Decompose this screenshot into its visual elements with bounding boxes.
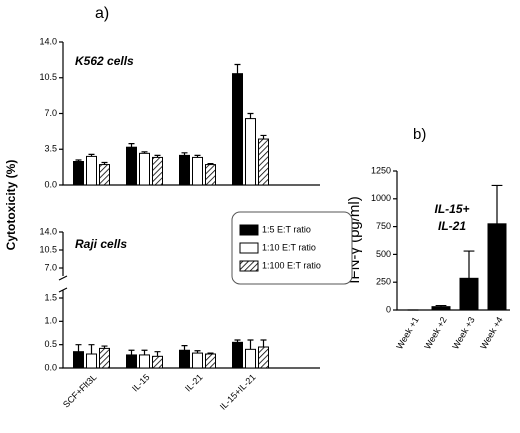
legend-swatch: [239, 242, 259, 254]
bar: [73, 351, 84, 369]
bar: [245, 348, 256, 369]
bar: [459, 277, 479, 311]
error-bar: [88, 344, 95, 354]
error-bar: [491, 184, 503, 224]
bar: [99, 347, 110, 369]
y-tick-label: 3.5: [44, 144, 57, 154]
error-bar: [154, 351, 161, 357]
y-tick-label: 1.5: [44, 292, 57, 302]
bar: [99, 164, 110, 186]
y-tick-label: 10.5: [39, 244, 57, 254]
bar: [192, 156, 203, 186]
x-tick-label: SCF+Flt3L: [61, 372, 99, 410]
y-tick-label: 0.5: [44, 339, 57, 349]
x-tick-label: Week +2: [422, 315, 448, 351]
axis: [58, 232, 68, 298]
bar: [487, 223, 507, 311]
error-bar: [181, 345, 188, 351]
bar: [232, 73, 243, 186]
x-tick-label: IL-21: [183, 372, 205, 394]
legend-box: [231, 211, 353, 285]
x-tick-label: Week +1: [394, 315, 420, 351]
y-tick-label: 10.5: [39, 72, 57, 82]
error-bar: [234, 63, 241, 74]
y-tick-label: 1.0: [44, 316, 57, 326]
chart-title: Raji cells: [75, 237, 127, 251]
error-bar: [128, 143, 135, 148]
bar: [232, 341, 243, 369]
bar: [205, 353, 216, 369]
bar: [431, 306, 451, 311]
bar: [258, 346, 269, 369]
panel-label: b): [413, 126, 426, 143]
error-bar: [247, 112, 254, 119]
error-bar: [128, 349, 135, 355]
legend-label: 1:5 E:T ratio: [262, 224, 311, 234]
bar: [152, 156, 163, 186]
y-tick-label: 0.0: [44, 179, 57, 189]
bar: [192, 352, 203, 369]
y-tick-label: 14.0: [39, 36, 57, 46]
legend-label: 1:10 E:T ratio: [262, 242, 316, 252]
y-tick-label: 1250: [371, 165, 391, 175]
error-bar: [247, 339, 254, 350]
y-tick-label: 500: [376, 249, 391, 259]
bar: [258, 138, 269, 186]
error-bar: [260, 134, 267, 140]
chart-title: K562 cells: [75, 54, 134, 68]
bar: [73, 161, 84, 186]
bar: [179, 349, 190, 369]
y-axis-label: Cytotoxicity (%): [4, 160, 18, 251]
y-tick-label: 750: [376, 221, 391, 231]
bar: [152, 355, 163, 369]
error-bar: [75, 344, 82, 352]
bar: [205, 164, 216, 186]
x-tick-label: IL-15+IL-21: [218, 372, 258, 412]
y-tick-label: 7.0: [44, 262, 57, 272]
bar: [245, 118, 256, 186]
annotation: IL-21: [438, 219, 466, 233]
bar: [139, 354, 150, 369]
y-tick-label: 250: [376, 277, 391, 287]
legend-swatch: [239, 224, 259, 236]
y-tick-label: 0: [386, 304, 391, 314]
y-tick-label: 7.0: [44, 108, 57, 118]
bar: [86, 353, 97, 369]
x-tick-label: IL-15: [130, 372, 152, 394]
bar: [139, 152, 150, 186]
bar: [126, 146, 137, 186]
y-tick-label: 1000: [371, 193, 391, 203]
y-tick-label: 0.0: [44, 362, 57, 372]
error-bar: [463, 250, 475, 279]
error-bar: [141, 349, 148, 355]
bar: [86, 155, 97, 186]
error-bar: [260, 339, 267, 347]
x-tick-label: Week +4: [478, 315, 504, 351]
legend-label: 1:100 E:T ratio: [262, 260, 321, 270]
x-tick-label: Week +3: [450, 315, 476, 351]
legend-swatch: [239, 260, 259, 272]
bar: [126, 354, 137, 369]
panel-label: a): [95, 5, 109, 22]
y-tick-label: 14.0: [39, 226, 57, 236]
bar: [179, 154, 190, 186]
annotation: IL-15+: [434, 202, 469, 216]
